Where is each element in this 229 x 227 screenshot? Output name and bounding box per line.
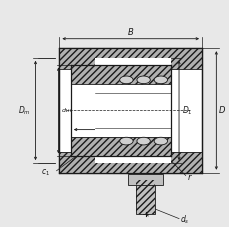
- Text: $D_1$: $D_1$: [181, 104, 192, 117]
- Bar: [71, 64, 171, 84]
- Ellipse shape: [136, 76, 150, 84]
- Text: $d_{1H}$: $d_{1H}$: [61, 106, 73, 115]
- Bar: [59, 48, 201, 69]
- Ellipse shape: [153, 137, 167, 145]
- Text: $c_1$: $c_1$: [41, 168, 50, 178]
- Text: $D_m$: $D_m$: [18, 104, 31, 117]
- Ellipse shape: [119, 76, 133, 84]
- Bar: [71, 137, 171, 156]
- Text: $n_s$: $n_s$: [145, 206, 154, 217]
- Text: l: l: [120, 123, 122, 133]
- Bar: [135, 180, 154, 214]
- Bar: [128, 174, 162, 185]
- Text: B: B: [127, 28, 133, 37]
- Ellipse shape: [153, 76, 167, 84]
- Bar: [71, 64, 171, 84]
- Bar: [59, 152, 201, 173]
- Text: d: d: [147, 104, 152, 113]
- Text: D: D: [218, 106, 225, 115]
- Ellipse shape: [119, 137, 133, 145]
- Ellipse shape: [136, 137, 150, 145]
- Bar: [94, 58, 171, 163]
- Bar: [59, 48, 201, 69]
- Bar: [59, 48, 201, 173]
- Text: $d_s$: $d_s$: [179, 213, 189, 226]
- Bar: [59, 152, 201, 173]
- Text: r: r: [187, 173, 190, 182]
- Bar: [135, 180, 154, 214]
- Bar: [71, 137, 171, 156]
